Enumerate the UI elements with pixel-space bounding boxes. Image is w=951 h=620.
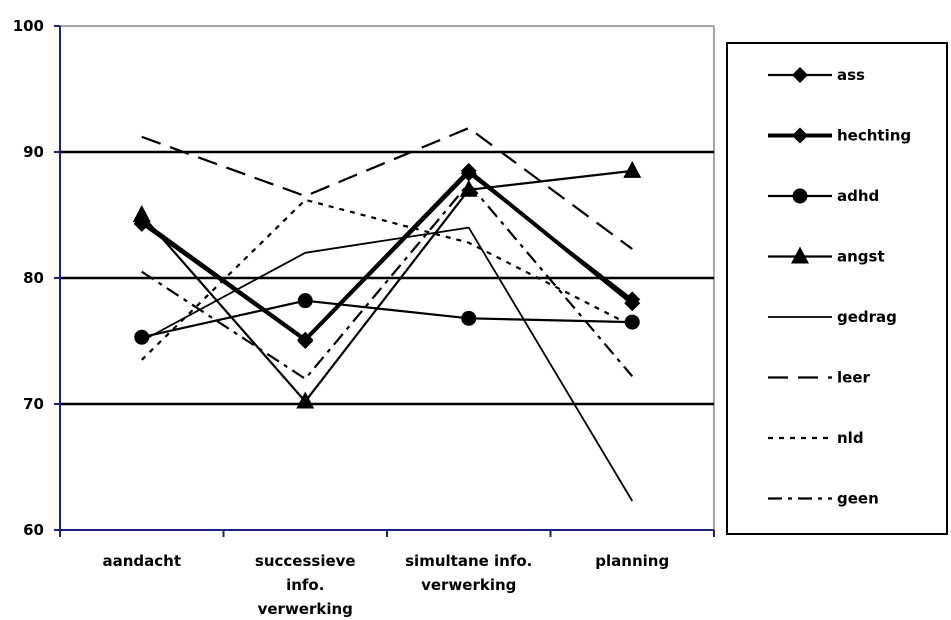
legend-label: leer bbox=[837, 369, 870, 387]
data-point-hechting bbox=[460, 162, 477, 179]
series-line-hechting bbox=[140, 168, 634, 342]
series-nld bbox=[140, 198, 633, 361]
series-gedrag bbox=[141, 226, 634, 502]
data-point-hechting bbox=[297, 331, 314, 348]
legend-item-hechting: hechting bbox=[768, 127, 911, 145]
legend-marker-angst bbox=[791, 246, 809, 264]
series-geen bbox=[141, 182, 634, 380]
legend-marker-ass bbox=[792, 67, 808, 83]
data-point-adhd bbox=[461, 310, 477, 326]
gridlines bbox=[60, 150, 714, 406]
data-point-angst bbox=[296, 391, 315, 409]
x-category-label: verwerking bbox=[258, 600, 353, 618]
data-point-adhd bbox=[624, 314, 640, 330]
legend-label: angst bbox=[837, 248, 885, 266]
data-point-angst bbox=[623, 160, 642, 178]
legend: ass hechting adhd angst gedrag leer nld geen bbox=[768, 66, 911, 508]
series-leer bbox=[141, 126, 633, 250]
data-point-adhd bbox=[297, 293, 313, 309]
y-tick-label: 90 bbox=[23, 143, 44, 161]
legend-item-adhd: adhd bbox=[768, 187, 879, 205]
series-adhd bbox=[134, 293, 640, 345]
legend-item-ass: ass bbox=[768, 66, 865, 84]
series-angst bbox=[132, 160, 642, 409]
legend-item-leer: leer bbox=[768, 369, 870, 387]
data-point-adhd bbox=[134, 329, 150, 345]
series-line-adhd bbox=[141, 299, 633, 339]
legend-label: ass bbox=[837, 66, 865, 84]
data-point-hechting bbox=[624, 295, 641, 312]
legend-box bbox=[726, 42, 948, 535]
series-line-angst bbox=[140, 169, 633, 403]
legend-label: nld bbox=[837, 429, 864, 447]
x-category-label: successieve bbox=[255, 552, 356, 570]
legend-label: adhd bbox=[837, 187, 879, 205]
data-point-angst bbox=[132, 205, 151, 222]
legend-label: geen bbox=[837, 490, 879, 508]
legend-item-gedrag: gedrag bbox=[768, 308, 897, 326]
legend-marker-hechting bbox=[792, 127, 808, 144]
legend-label: gedrag bbox=[837, 308, 897, 326]
x-category-label: aandacht bbox=[102, 552, 181, 570]
legend-item-geen: geen bbox=[768, 490, 879, 508]
series-line-nld bbox=[140, 198, 633, 361]
y-tick-label: 80 bbox=[23, 269, 44, 287]
series-layer bbox=[132, 126, 642, 502]
series-line-gedrag bbox=[141, 226, 634, 502]
y-tick-label: 100 bbox=[13, 17, 44, 35]
y-tick-label: 70 bbox=[23, 395, 44, 413]
series-line-leer bbox=[141, 126, 633, 250]
x-category-label: simultane info. bbox=[405, 552, 532, 570]
series-line-geen bbox=[141, 182, 634, 380]
data-point-angst bbox=[459, 179, 478, 197]
legend-label: hechting bbox=[837, 127, 911, 145]
x-category-label: info. bbox=[286, 576, 324, 594]
x-category-label: planning bbox=[595, 552, 669, 570]
legend-item-nld: nld bbox=[768, 429, 864, 447]
x-ticks: aandacht successieve info. verwerking simult… bbox=[59, 530, 715, 618]
legend-item-angst: angst bbox=[768, 246, 885, 266]
legend-marker-adhd bbox=[792, 188, 808, 204]
y-ticks: 60 70 80 90 100 bbox=[13, 17, 60, 539]
x-category-label: verwerking bbox=[421, 576, 516, 594]
y-tick-label: 60 bbox=[23, 521, 44, 539]
